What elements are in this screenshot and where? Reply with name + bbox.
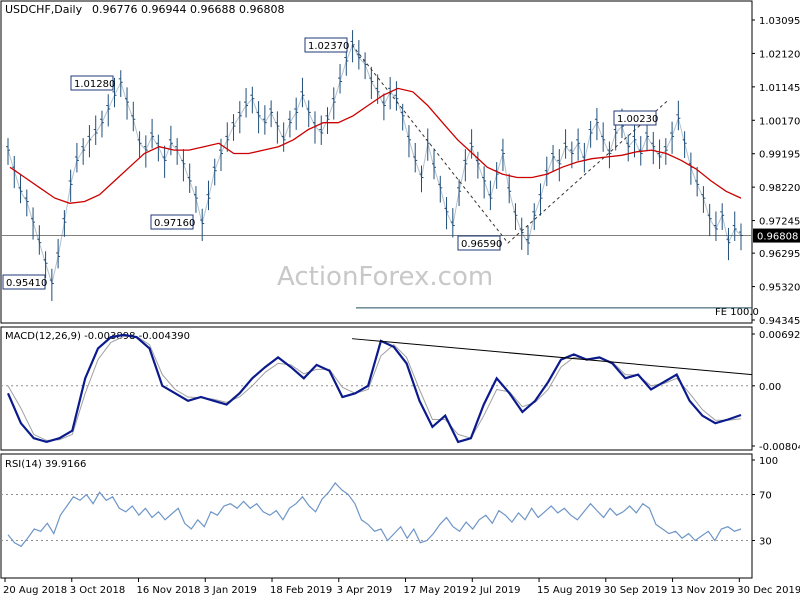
ohlc-header: 0.96776 0.96944 0.96688 0.96808 bbox=[92, 3, 284, 16]
macd-line bbox=[6, 333, 742, 444]
sma-line bbox=[9, 87, 742, 204]
price-panel bbox=[0, 0, 753, 324]
price-annotation-label: 0.97160 bbox=[154, 218, 195, 229]
price-annotation-box bbox=[70, 75, 114, 91]
x-tick-label: 13 Nov 2019 bbox=[671, 585, 735, 596]
rsi-axis-label: 70 bbox=[759, 491, 772, 502]
x-tick-label: 30 Sep 2019 bbox=[604, 585, 667, 596]
price-axis-label: 0.97245 bbox=[759, 217, 800, 228]
price-axis-label: 1.02120 bbox=[759, 49, 800, 60]
price-axis-label: 1.00170 bbox=[759, 116, 800, 127]
price-annotation-box bbox=[150, 214, 194, 230]
price-annotation-label: 1.01280 bbox=[74, 79, 115, 90]
price-axis-label: 0.99195 bbox=[759, 150, 800, 161]
chart-marks: 20 Aug 2018 3 Oct 2018 16 Nov 2018 3 Jan 20… bbox=[1, 16, 800, 596]
rsi-axis-label: 30 bbox=[759, 537, 772, 548]
price-annotation-box bbox=[613, 110, 657, 126]
price-annotation-label: 1.02370 bbox=[308, 41, 349, 52]
current-price-text: 0.96808 bbox=[757, 232, 798, 243]
x-tick-label: 30 Dec 2019 bbox=[737, 585, 800, 596]
price-axis-label: 0.95320 bbox=[759, 283, 800, 294]
price-axis-label: 0.96295 bbox=[759, 249, 800, 260]
macd-trendline bbox=[351, 338, 753, 376]
price-annotation-box bbox=[2, 274, 46, 290]
macd-axis-label: -0.008049 bbox=[759, 442, 800, 453]
fe-label: FE 100.0 bbox=[715, 307, 759, 318]
macd-label: MACD(12,26,9) -0.003898 -0.004390 bbox=[5, 331, 190, 342]
x-tick-label: 3 Oct 2018 bbox=[70, 585, 125, 596]
price-axis-label: 1.03095 bbox=[759, 16, 800, 27]
price-annotation-label: 1.00230 bbox=[617, 114, 658, 125]
x-tick-label: 18 Feb 2019 bbox=[270, 585, 332, 596]
x-tick-label: 20 Aug 2018 bbox=[3, 585, 67, 596]
macd-axis-label: 0.006927 bbox=[759, 330, 800, 341]
x-tick-label: 3 Apr 2019 bbox=[337, 585, 392, 596]
rsi-axis-label: 100 bbox=[759, 456, 778, 467]
price-annotation-box bbox=[457, 235, 501, 251]
rsi-panel bbox=[0, 453, 753, 579]
projection-zigzag bbox=[351, 44, 669, 244]
x-tick-label: 16 Nov 2018 bbox=[137, 585, 201, 596]
price-annotation-box bbox=[304, 37, 348, 53]
price-annotation-label: 0.95410 bbox=[6, 278, 47, 289]
x-tick-label: 2 Jul 2019 bbox=[470, 585, 520, 596]
price-close-line bbox=[7, 43, 742, 286]
price-axis-label: 0.94345 bbox=[759, 316, 800, 327]
current-price-badge bbox=[753, 228, 800, 243]
chart-title: USDCHF,Daily bbox=[5, 3, 83, 16]
price-axis-label: 1.01145 bbox=[759, 83, 800, 94]
price-annotation-label: 0.96590 bbox=[461, 239, 502, 250]
rsi-label: RSI(14) 39.9166 bbox=[5, 459, 86, 470]
rsi-line bbox=[7, 482, 742, 548]
macd-axis-label: 0.00 bbox=[759, 382, 781, 393]
macd-panel bbox=[0, 326, 753, 451]
price-axis-label: 0.98220 bbox=[759, 183, 800, 194]
x-tick-label: 15 Aug 2019 bbox=[537, 585, 601, 596]
x-tick-label: 3 Jan 2019 bbox=[203, 585, 257, 596]
watermark: ActionForex.com bbox=[277, 262, 493, 292]
x-tick-label: 17 May 2019 bbox=[404, 585, 469, 596]
